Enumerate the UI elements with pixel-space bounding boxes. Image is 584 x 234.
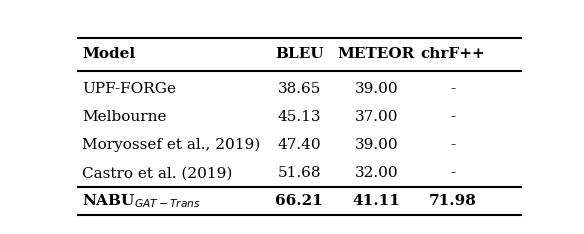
Text: 71.98: 71.98 <box>429 194 477 208</box>
Text: Castro et al. (2019): Castro et al. (2019) <box>82 166 232 180</box>
Text: METEOR: METEOR <box>338 47 415 61</box>
Text: -: - <box>451 82 456 96</box>
Text: NABU$_{GAT-Trans}$: NABU$_{GAT-Trans}$ <box>82 192 201 210</box>
Text: -: - <box>451 138 456 152</box>
Text: 37.00: 37.00 <box>354 110 398 124</box>
Text: 38.65: 38.65 <box>277 82 321 96</box>
Text: Melbourne: Melbourne <box>82 110 166 124</box>
Text: 39.00: 39.00 <box>354 82 398 96</box>
Text: UPF-FORGe: UPF-FORGe <box>82 82 176 96</box>
Text: -: - <box>451 166 456 180</box>
Text: Moryossef et al., 2019): Moryossef et al., 2019) <box>82 138 260 153</box>
Text: chrF++: chrF++ <box>421 47 485 61</box>
Text: 66.21: 66.21 <box>276 194 323 208</box>
Text: 41.11: 41.11 <box>352 194 400 208</box>
Text: Model: Model <box>82 47 135 61</box>
Text: 51.68: 51.68 <box>277 166 321 180</box>
Text: -: - <box>451 110 456 124</box>
Text: BLEU: BLEU <box>275 47 324 61</box>
Text: 32.00: 32.00 <box>354 166 398 180</box>
Text: 45.13: 45.13 <box>277 110 321 124</box>
Text: 47.40: 47.40 <box>277 138 321 152</box>
Text: 39.00: 39.00 <box>354 138 398 152</box>
